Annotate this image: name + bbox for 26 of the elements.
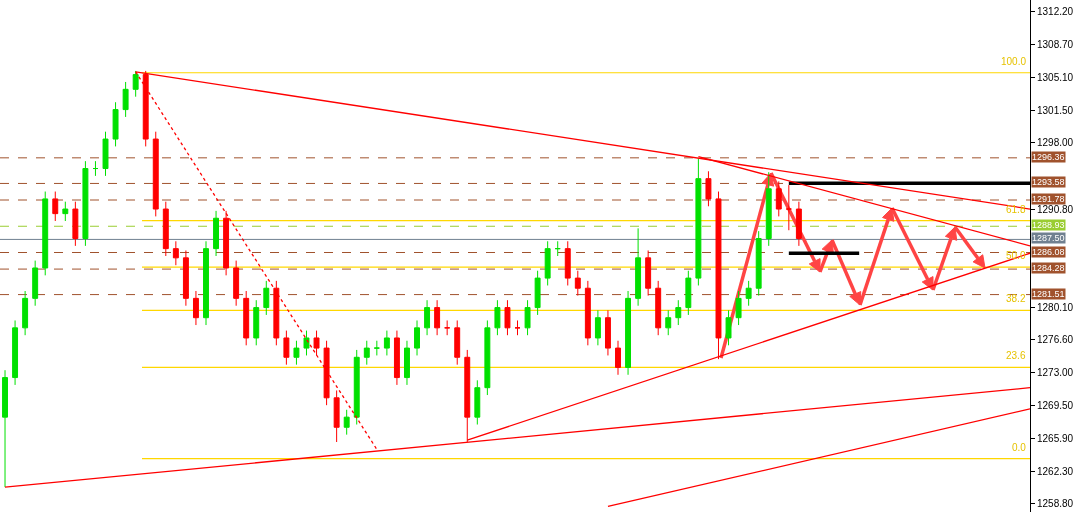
ref-line-label: 1284.28 bbox=[1032, 263, 1065, 273]
ref-line-label: 1288.93 bbox=[1032, 220, 1065, 230]
y-tick-label: 1258.80 bbox=[1037, 498, 1074, 510]
ref-line-label: 1281.51 bbox=[1032, 289, 1065, 299]
ref-line-label: 1293.58 bbox=[1032, 177, 1065, 187]
y-tick-label: 1312.20 bbox=[1037, 6, 1074, 18]
annotation: 61.8 bbox=[1006, 204, 1026, 215]
y-tick-label: 1301.50 bbox=[1037, 105, 1074, 116]
y-tick-label: 1265.90 bbox=[1037, 432, 1074, 444]
ref-line-label: 1296.36 bbox=[1032, 152, 1065, 162]
y-tick-label: 1280.10 bbox=[1037, 302, 1074, 314]
annotation: 0.0 bbox=[1012, 442, 1027, 453]
y-tick-label: 1273.00 bbox=[1037, 367, 1074, 379]
ref-line-label: 1287.50 bbox=[1032, 233, 1065, 243]
ref-line-label: 1286.08 bbox=[1032, 247, 1065, 257]
y-tick-label: 1308.70 bbox=[1037, 38, 1074, 50]
y-tick-label: 1276.60 bbox=[1037, 334, 1074, 346]
y-tick-label: 1290.80 bbox=[1037, 203, 1074, 215]
y-tick-label: 1298.00 bbox=[1037, 137, 1074, 149]
y-tick-label: 1262.30 bbox=[1037, 465, 1074, 477]
y-tick-label: 1305.10 bbox=[1037, 71, 1074, 83]
ref-line-label: 1291.78 bbox=[1032, 194, 1065, 204]
annotation: 100.0 bbox=[1001, 56, 1027, 67]
y-tick-label: 1269.50 bbox=[1037, 399, 1074, 411]
annotation: 38.2 bbox=[1006, 293, 1026, 304]
annotation: 23.6 bbox=[1006, 350, 1026, 361]
